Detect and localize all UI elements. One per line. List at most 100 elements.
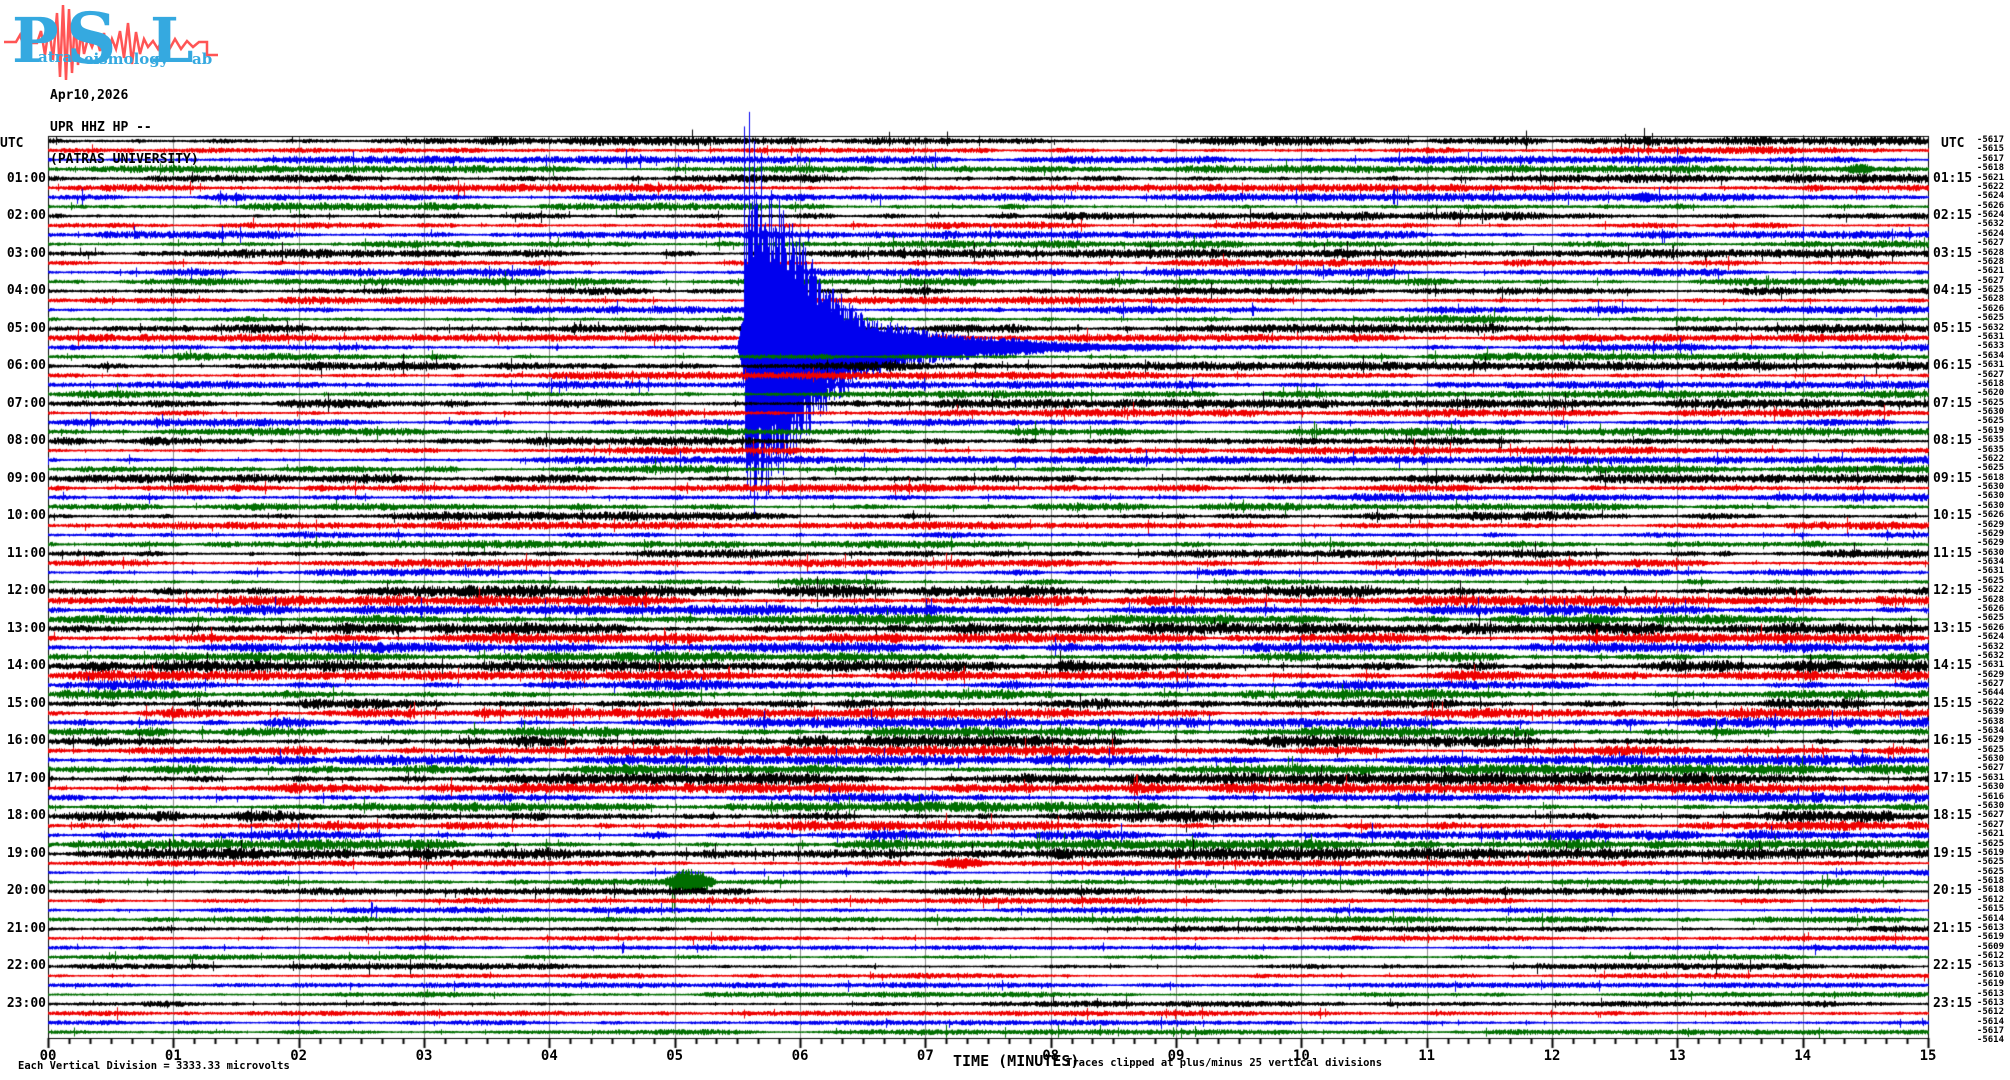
left-hour-label: 04:00 — [6, 283, 46, 299]
trace-offset-value: -5624 — [1976, 228, 2004, 239]
trace-offset-value: -5625 — [1976, 285, 2004, 296]
right-hour-label: 12:15 — [1933, 583, 1973, 599]
trace-offset-value: -5610 — [1976, 969, 2004, 980]
trace-offset-value: -5622 — [1976, 585, 2004, 596]
trace-offset-value: -5613 — [1976, 960, 2004, 971]
x-axis-label: 01 — [164, 1048, 182, 1064]
trace-offset-value: -5620 — [1976, 388, 2004, 399]
trace-offset-value: -5624 — [1976, 210, 2004, 221]
trace-offset-value: -5634 — [1976, 725, 2004, 736]
trace-offset-value: -5619 — [1976, 932, 2004, 943]
right-hour-label: 19:15 — [1933, 845, 1973, 861]
trace-offset-value: -5616 — [1976, 791, 2004, 802]
trace-offset-value: -5621 — [1976, 266, 2004, 277]
trace-offset-value: -5615 — [1976, 144, 2004, 155]
trace-offset-value: -5626 — [1976, 303, 2004, 314]
trace-offset-value: -5634 — [1976, 350, 2004, 361]
trace-offset-value: -5629 — [1976, 519, 2004, 530]
x-axis-label: 03 — [415, 1048, 433, 1064]
trace-offset-value: -5617 — [1976, 1026, 2004, 1037]
trace-offset-value: -5635 — [1976, 444, 2004, 455]
right-hour-label: 09:15 — [1933, 470, 1973, 486]
left-hour-label: 07:00 — [6, 395, 46, 411]
trace-offset-value: -5625 — [1976, 613, 2004, 624]
left-hour-label: 15:00 — [6, 695, 46, 711]
left-hour-label: 12:00 — [6, 583, 46, 599]
x-axis-label: 10 — [1292, 1048, 1310, 1064]
header-network: (PATRAS UNIVERSITY) — [50, 152, 199, 167]
clip-note: Traces clipped at plus/minus 25 vertical… — [1066, 1057, 1383, 1069]
trace-offset-value: -5621 — [1976, 829, 2004, 840]
x-axis-title: TIME (MINUTES) — [953, 1052, 1080, 1070]
trace-offset-value: -5630 — [1976, 782, 2004, 793]
left-hour-label: 18:00 — [6, 808, 46, 824]
trace-offset-value: -5632 — [1976, 641, 2004, 652]
trace-offset-value: -5619 — [1976, 425, 2004, 436]
trace-offset-value: -5613 — [1976, 988, 2004, 999]
trace-offset-value: -5622 — [1976, 181, 2004, 192]
trace-offset-value: -5634 — [1976, 557, 2004, 568]
x-axis-label: 11 — [1418, 1048, 1436, 1064]
psl-logo: P atras S eismology L ab — [4, 2, 234, 82]
trace-offset-value: -5618 — [1976, 472, 2004, 483]
trace-offset-value: -5624 — [1976, 191, 2004, 202]
right-hour-label: 10:15 — [1933, 508, 1973, 524]
right-hour-label: 03:15 — [1933, 245, 1973, 261]
trace-offset-value: -5639 — [1976, 707, 2004, 718]
trace-offset-value: -5625 — [1976, 838, 2004, 849]
left-hour-label: 20:00 — [6, 883, 46, 899]
right-hour-label: 22:15 — [1933, 958, 1973, 974]
left-hour-label: 21:00 — [6, 920, 46, 936]
left-hour-label: 10:00 — [6, 508, 46, 524]
right-hour-label: 01:15 — [1933, 170, 1973, 186]
right-hour-label: 15:15 — [1933, 695, 1973, 711]
trace-offset-value: -5614 — [1976, 1035, 2004, 1046]
x-axis-label: 12 — [1543, 1048, 1561, 1064]
trace-offset-value: -5613 — [1976, 997, 2004, 1008]
x-axis-label: 09 — [1167, 1048, 1185, 1064]
trace-offset-value: -5615 — [1976, 904, 2004, 915]
trace-offset-value: -5627 — [1976, 275, 2004, 286]
left-hour-label: 06:00 — [6, 358, 46, 374]
trace-offset-value: -5618 — [1976, 876, 2004, 887]
x-axis-label: 08 — [1042, 1048, 1060, 1064]
trace-offset-value: -5625 — [1976, 575, 2004, 586]
trace-offset-value: -5626 — [1976, 604, 2004, 614]
trace-offset-value: -5627 — [1976, 819, 2004, 830]
trace-offset-value: -5628 — [1976, 247, 2004, 258]
trace-offset-value: -5614 — [1976, 913, 2004, 924]
trace-offset-value: -5613 — [1976, 922, 2004, 933]
trace-offset-value: -5629 — [1976, 735, 2004, 746]
x-axis-label: 00 — [39, 1048, 57, 1064]
trace-offset-value: -5627 — [1976, 810, 2004, 821]
right-hour-label: 20:15 — [1933, 883, 1973, 899]
right-hour-label: 05:15 — [1933, 320, 1973, 336]
logo-word-atras: atras — [38, 48, 81, 66]
trace-offset-value: -5619 — [1976, 979, 2004, 990]
right-hour-label: 08:15 — [1933, 433, 1973, 449]
trace-offset-value: -5626 — [1976, 510, 2004, 521]
trace-offset-value: -5625 — [1976, 866, 2004, 877]
utc-label-left: UTC — [0, 136, 24, 151]
x-axis-label: 05 — [666, 1048, 684, 1064]
trace-offset-value: -5625 — [1976, 416, 2004, 427]
header-block: Apr10,2026 UPR HHZ HP -- (PATRAS UNIVERS… — [50, 88, 199, 168]
trace-offset-value: -5628 — [1976, 594, 2004, 605]
scale-note: Each Vertical Division = 3333.33 microvo… — [18, 1060, 290, 1072]
trace-offset-value: -5644 — [1976, 688, 2004, 699]
right-hour-label: 02:15 — [1933, 208, 1973, 224]
logo-letter-l: L — [150, 4, 194, 77]
x-axis-label: 15 — [1919, 1048, 1937, 1064]
right-hour-label: 11:15 — [1933, 545, 1973, 561]
right-hour-label: 16:15 — [1933, 733, 1973, 749]
trace-offset-value: -5618 — [1976, 885, 2004, 896]
trace-offset-value: -5635 — [1976, 435, 2004, 446]
left-hour-label: 09:00 — [6, 470, 46, 486]
trace-offset-value: -5612 — [1976, 951, 2004, 962]
trace-offset-value: -5632 — [1976, 219, 2004, 230]
left-hour-label: 23:00 — [6, 995, 46, 1011]
left-hour-label: 08:00 — [6, 433, 46, 449]
x-axis-label: 06 — [791, 1048, 809, 1064]
left-hour-label: 14:00 — [6, 658, 46, 674]
